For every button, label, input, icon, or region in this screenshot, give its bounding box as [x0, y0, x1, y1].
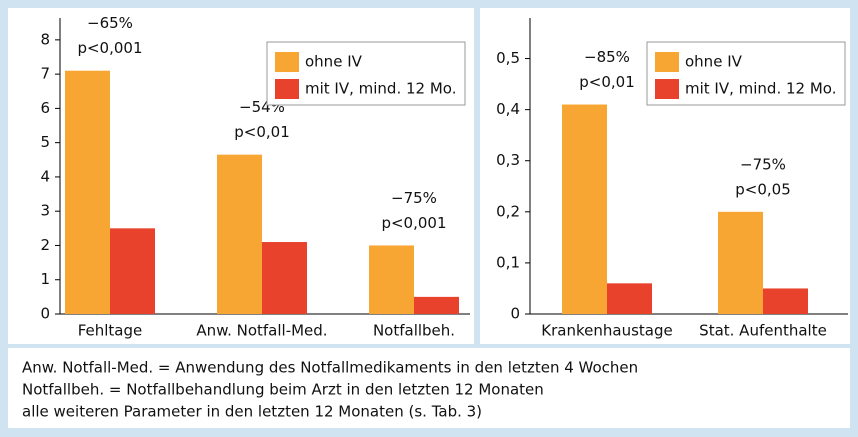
y-tick-label: 3 [40, 202, 50, 220]
y-tick-label: 0,5 [496, 49, 520, 67]
x-tick-label: Stat. Aufenthalte [699, 322, 827, 340]
annotation-p: p<0,01 [579, 73, 635, 91]
annotation-change: −75% [391, 189, 437, 207]
legend-label: ohne IV [685, 53, 743, 71]
footnote-line: Notfallbeh. = Notfallbehandlung beim Arz… [22, 381, 544, 399]
y-tick-label: 4 [40, 167, 50, 185]
bar [763, 288, 808, 314]
bar [65, 70, 110, 314]
x-tick-label: Notfallbeh. [373, 322, 455, 340]
legend-swatch [655, 79, 679, 99]
bar [607, 283, 652, 314]
bar [217, 154, 262, 314]
legend-swatch [275, 79, 299, 99]
bar [718, 211, 763, 314]
x-tick-label: Anw. Notfall-Med. [196, 322, 327, 340]
y-tick-label: 0,1 [496, 253, 520, 271]
legend-box [646, 41, 846, 106]
y-tick-label: 6 [40, 99, 50, 117]
annotation-p: p<0,001 [77, 39, 142, 57]
annotation-p: p<0,001 [381, 214, 446, 232]
x-tick-label: Fehltage [78, 322, 143, 340]
x-tick-label: Krankenhaustage [541, 322, 672, 340]
y-tick-label: 0,3 [496, 151, 520, 169]
footnote-line: alle weiteren Parameter in den letzten 1… [22, 403, 482, 421]
y-tick-label: 1 [40, 270, 50, 288]
y-tick-label: 8 [40, 30, 50, 48]
y-tick-label: 7 [40, 65, 50, 83]
bar [369, 245, 414, 314]
annotation-change: −75% [740, 155, 786, 173]
annotation-change: −85% [584, 48, 630, 66]
legend-swatch [275, 52, 299, 72]
footnote-panel [8, 348, 850, 428]
legend-swatch [655, 52, 679, 72]
y-tick-label: 2 [40, 236, 50, 254]
annotation-p: p<0,01 [234, 123, 290, 141]
bar [110, 228, 155, 314]
y-tick-label: 0 [510, 305, 520, 323]
legend-label: mit IV, mind. 12 Mo. [305, 80, 456, 98]
y-tick-label: 5 [40, 133, 50, 151]
y-tick-label: 0,2 [496, 202, 520, 220]
y-tick-label: 0,4 [496, 100, 520, 118]
y-tick-label: 0 [40, 305, 50, 323]
annotation-p: p<0,05 [735, 180, 791, 198]
bar [562, 104, 607, 314]
legend-box [266, 41, 466, 106]
bar [414, 296, 459, 314]
legend-label: ohne IV [305, 53, 363, 71]
legend-label: mit IV, mind. 12 Mo. [685, 80, 836, 98]
bar [262, 242, 307, 314]
annotation-change: −65% [87, 14, 133, 32]
footnote: Anw. Notfall-Med. = Anwendung des Notfal… [22, 359, 638, 421]
footnote-line: Anw. Notfall-Med. = Anwendung des Notfal… [22, 359, 638, 377]
